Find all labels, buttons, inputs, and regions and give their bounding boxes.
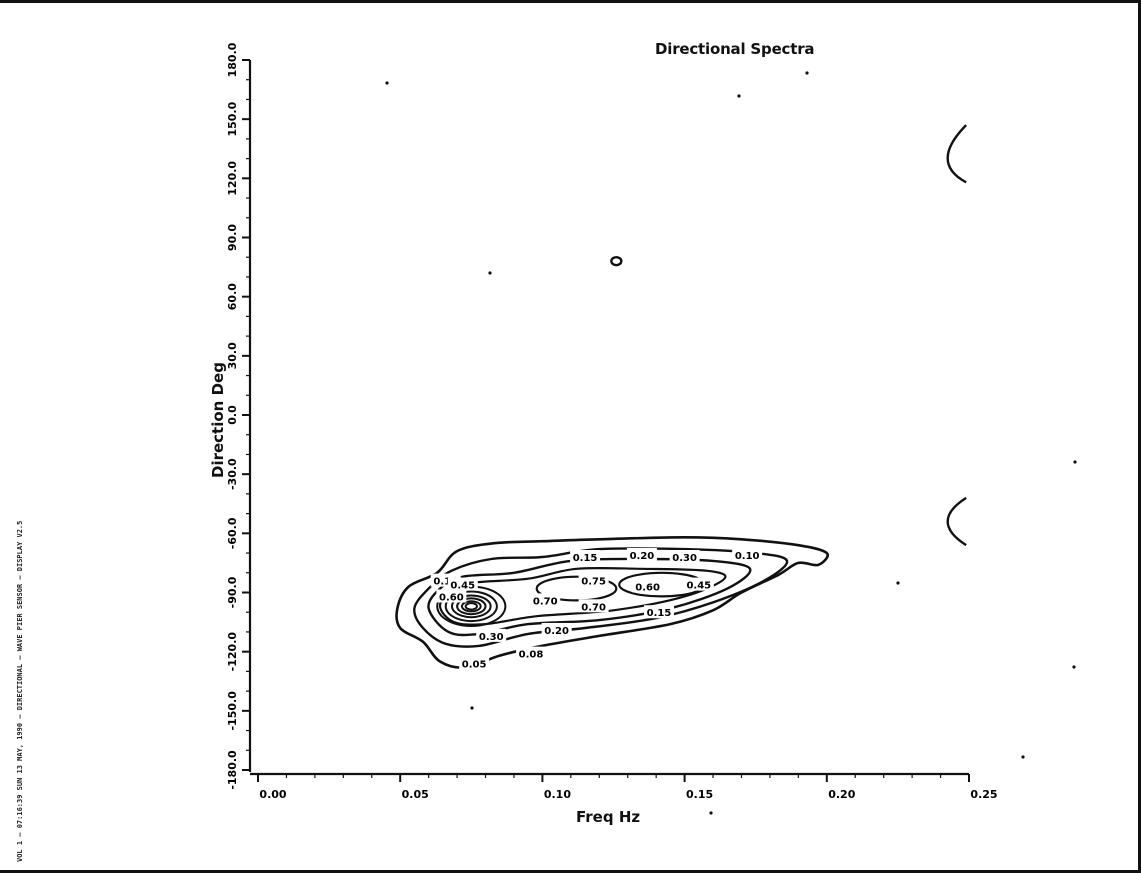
speck: [1073, 460, 1077, 464]
contour-label: 0.05: [462, 660, 487, 671]
contour-labels: 0.100.600.450.15 0.20 0.30 0.100.750.700.70…: [430, 548, 763, 671]
contour-label: 0.70: [533, 596, 558, 607]
contour-label: 0.70: [581, 602, 606, 613]
speck: [470, 706, 474, 710]
y-tick-label: -150.0: [226, 691, 239, 731]
contour-label-bg: [632, 579, 663, 593]
speck: [1072, 665, 1076, 669]
contour-label: 0.08: [519, 650, 544, 661]
y-tick-label: 180.0: [226, 42, 239, 77]
y-tick-label: -60.0: [226, 517, 239, 549]
speck: [737, 94, 741, 98]
speck: [709, 811, 713, 815]
edge-contour: [946, 124, 968, 184]
speck: [805, 71, 809, 75]
x-tick-label: 0.10: [544, 788, 571, 801]
y-tick-label: -120.0: [226, 632, 239, 672]
contour-peak-ring: [444, 590, 498, 623]
speck: [1021, 755, 1025, 759]
contour-label-bg: [516, 646, 547, 660]
contour-label: 0.15: [647, 608, 672, 619]
y-tick-label: 0.0: [226, 405, 239, 425]
isolated-contour: [610, 255, 623, 267]
contour-label: 0.45: [686, 581, 711, 592]
contour-label: 0.15: [573, 553, 598, 564]
contour-label: 0.20: [630, 551, 655, 562]
x-tick-label: 0.20: [828, 788, 855, 801]
contour-label: 0.75: [581, 577, 606, 588]
speck: [896, 581, 900, 585]
y-tick-label: 60.0: [226, 283, 239, 310]
right-border: [1138, 0, 1141, 873]
contour-peak-ring: [436, 585, 507, 628]
contour-label-bg: [669, 550, 700, 563]
contour-label: 0.20: [544, 626, 569, 637]
contour-label-bg: [447, 577, 478, 591]
y-tick-label: 120.0: [226, 161, 239, 196]
y-tick-label: 90.0: [226, 224, 239, 251]
y-tick-label: -180.0: [226, 750, 239, 790]
contour-label-bg: [530, 593, 561, 607]
contour-label-bg: [683, 577, 714, 591]
x-axis-label: Freq Hz: [576, 808, 641, 826]
axes: 0.00 0.05 0.10 0.15 0.20 0.25 -180.0 -150.0 -120…: [226, 42, 998, 801]
contour-label-bg: [644, 605, 675, 619]
contour-lobe: [618, 571, 706, 598]
y-tick-label: -90.0: [226, 576, 239, 608]
top-border: [0, 0, 1141, 3]
y-tick-label: -30.0: [226, 458, 239, 490]
contour-lines: [395, 124, 968, 669]
contour-0.10: [413, 547, 789, 648]
contour-label-bg: [459, 656, 490, 670]
contour-label-bg: [570, 550, 601, 563]
y-tick-label: 150.0: [226, 101, 239, 136]
contour-label: 0.60: [439, 592, 464, 603]
x-tick-label: 0.15: [686, 788, 713, 801]
x-tick-label: 0.05: [402, 788, 429, 801]
bottom-border: [0, 870, 1141, 873]
contour-label-bg: [578, 599, 609, 613]
contour-label: 0.30: [672, 553, 697, 564]
contour-label-bg: [476, 628, 507, 642]
contour-label-bg: [732, 548, 763, 562]
contour-peak-ring: [460, 600, 482, 613]
x-tick-label: 0.25: [970, 788, 997, 801]
contour-0.20: [438, 566, 727, 626]
contour-label-bg: [436, 589, 467, 603]
x-tick-label: 0.00: [259, 788, 286, 801]
contour-label: 0.45: [450, 581, 475, 592]
speck: [488, 271, 492, 275]
contour-peak-ring: [456, 597, 487, 616]
contour-peak-ring: [464, 602, 479, 611]
chart-title: Directional Spectra: [655, 40, 815, 58]
speck: [385, 81, 389, 85]
contour-label-bg: [626, 548, 657, 562]
contour-label: 0.60: [635, 583, 660, 594]
edge-contour: [946, 496, 967, 547]
contour-label: 0.30: [479, 632, 504, 643]
contour-peak-ring: [450, 594, 492, 619]
contour-label-bg: [541, 622, 572, 636]
y-tick-label: 30.0: [226, 342, 239, 369]
contour-label: 0.10: [433, 577, 458, 588]
scan-specks: [385, 71, 1077, 815]
contour-label-bg: [578, 573, 609, 587]
contour-label: 0.10: [735, 551, 760, 562]
